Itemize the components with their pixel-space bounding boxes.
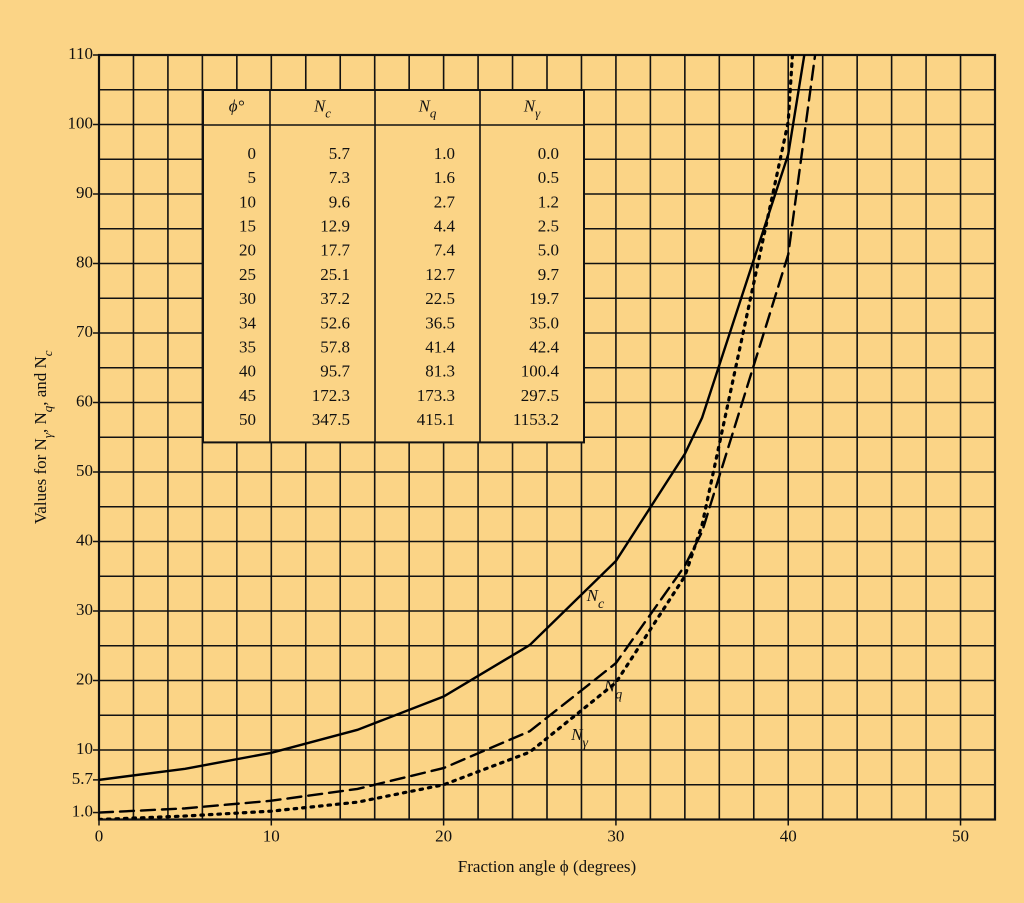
table-bg bbox=[202, 89, 585, 444]
table-cell: 7.4 bbox=[434, 241, 456, 260]
table-cell: 1153.2 bbox=[513, 410, 559, 429]
table-header: Nγ bbox=[523, 96, 541, 121]
table-cell: 2.5 bbox=[538, 217, 559, 236]
table-cell: 1.0 bbox=[434, 144, 455, 163]
x-tick-label: 50 bbox=[952, 826, 969, 845]
table-cell: 57.8 bbox=[320, 338, 350, 357]
table-header-main: N bbox=[418, 96, 432, 115]
table-cell: 81.3 bbox=[425, 362, 455, 381]
table-cell: 415.1 bbox=[417, 410, 455, 429]
table-cell: 41.4 bbox=[425, 338, 455, 357]
table-cell: 36.5 bbox=[425, 313, 455, 332]
table-cell: 2.7 bbox=[434, 192, 456, 211]
table-cell: 100.4 bbox=[521, 362, 560, 381]
table-cell: 12.7 bbox=[425, 265, 455, 284]
table-cell: 9.7 bbox=[538, 265, 560, 284]
table-cell: 172.3 bbox=[312, 386, 350, 405]
x-tick-label: 30 bbox=[607, 826, 624, 845]
table-header: Nc bbox=[313, 96, 331, 121]
series-label-main: N bbox=[570, 725, 584, 744]
table-cell: 35 bbox=[239, 338, 256, 357]
table-cell: 37.2 bbox=[320, 289, 350, 308]
table-cell: 17.7 bbox=[320, 241, 350, 260]
table-cell: 4.4 bbox=[434, 217, 456, 236]
table-cell: 1.2 bbox=[538, 192, 559, 211]
series-line bbox=[99, 55, 806, 782]
table-cell: 7.3 bbox=[329, 168, 350, 187]
y-tick-label: 30 bbox=[76, 600, 93, 619]
series-label: Nc bbox=[586, 586, 605, 612]
table-cell: 45 bbox=[239, 386, 256, 405]
table-cell: 34 bbox=[239, 313, 257, 332]
table-cell: 0 bbox=[248, 144, 257, 163]
y-tick-label: 70 bbox=[76, 322, 93, 341]
table-cell: 95.7 bbox=[320, 362, 350, 381]
y-axis-label-part: , N bbox=[31, 412, 50, 433]
y-tick-label: 10 bbox=[76, 739, 93, 758]
table-cell: 19.7 bbox=[529, 289, 559, 308]
y-axis-label-part: Values for N bbox=[31, 438, 50, 524]
series-label-sub: c bbox=[598, 597, 605, 612]
y-axis-label-sub: γ bbox=[40, 432, 55, 438]
y-tick-label: 60 bbox=[76, 391, 93, 410]
x-tick-label: 0 bbox=[95, 826, 104, 845]
table-cell: 12.9 bbox=[320, 217, 350, 236]
y-tick-label: 40 bbox=[76, 530, 93, 549]
table-cell: 347.5 bbox=[312, 410, 350, 429]
table-cell: 22.5 bbox=[425, 289, 455, 308]
table-cell: 15 bbox=[239, 217, 256, 236]
table-cell: 1.6 bbox=[434, 168, 455, 187]
table-cell: 30 bbox=[239, 289, 256, 308]
table-cell: 52.6 bbox=[320, 313, 350, 332]
y-tick-label: 1.0 bbox=[72, 801, 93, 820]
table-cell: 297.5 bbox=[521, 386, 559, 405]
table-cell: 5.0 bbox=[538, 241, 559, 260]
y-axis-label-sub: q bbox=[40, 405, 55, 412]
table-header-sub: γ bbox=[535, 106, 541, 121]
x-tick-label: 40 bbox=[780, 826, 797, 845]
table-header-sub: c bbox=[325, 106, 331, 121]
table-cell: 173.3 bbox=[417, 386, 455, 405]
y-tick-label: 50 bbox=[76, 461, 93, 480]
y-axis-label-part: , and N bbox=[31, 356, 50, 406]
y-axis-label-sub: c bbox=[40, 350, 55, 356]
series-label: Nγ bbox=[570, 725, 588, 751]
y-tick-label: 5.7 bbox=[72, 769, 94, 788]
table-header-main: ϕ° bbox=[229, 96, 245, 115]
table-cell: 40 bbox=[239, 362, 256, 381]
table-cell: 20 bbox=[239, 241, 256, 260]
table-cell: 0.0 bbox=[538, 144, 559, 163]
series-label-main: N bbox=[586, 586, 600, 605]
series-line bbox=[99, 55, 795, 820]
y-tick-label: 90 bbox=[76, 183, 93, 202]
table-cell: 42.4 bbox=[529, 338, 559, 357]
y-tick-label: 110 bbox=[68, 44, 93, 63]
table-cell: 5 bbox=[248, 168, 257, 187]
table-cell: 50 bbox=[239, 410, 256, 429]
table-cell: 9.6 bbox=[329, 192, 350, 211]
y-tick-label: 80 bbox=[76, 252, 93, 271]
table-cell: 10 bbox=[239, 192, 256, 211]
series-label-sub: γ bbox=[582, 736, 588, 751]
x-tick-label: 20 bbox=[435, 826, 452, 845]
table-header-sub: q bbox=[430, 106, 437, 121]
table-cell: 35.0 bbox=[529, 313, 559, 332]
series-label-sub: q bbox=[615, 687, 622, 702]
table-cell: 25.1 bbox=[320, 265, 350, 284]
table-header-main: N bbox=[313, 96, 327, 115]
plot-frame bbox=[97, 53, 997, 821]
series-line bbox=[99, 55, 817, 814]
table-cell: 0.5 bbox=[538, 168, 559, 187]
table-header: Nq bbox=[418, 96, 437, 121]
y-tick-label: 20 bbox=[76, 669, 93, 688]
y-tick-label: 100 bbox=[68, 113, 94, 132]
table-cell: 5.7 bbox=[329, 144, 351, 163]
x-tick-label: 10 bbox=[263, 826, 280, 845]
table-header-main: N bbox=[523, 96, 537, 115]
table-cell: 25 bbox=[239, 265, 256, 284]
table-header: ϕ° bbox=[229, 96, 245, 115]
x-axis-label: Fraction angle ϕ (degrees) bbox=[458, 857, 636, 876]
y-axis-label: Values for Nγ, Nq, and Nc bbox=[31, 350, 56, 524]
